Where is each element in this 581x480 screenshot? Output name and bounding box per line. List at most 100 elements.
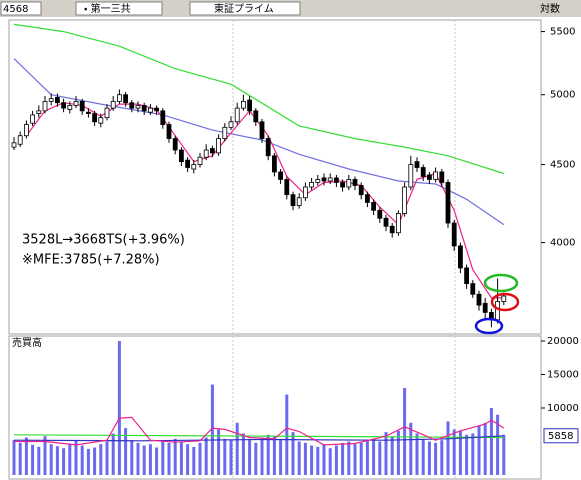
volume-bar	[186, 444, 190, 475]
candle-body	[86, 111, 91, 114]
volume-bar	[471, 433, 475, 475]
marks: 4000 4500 5000 5500 10000 15000 20000 5858	[11, 23, 579, 475]
volume-bar	[204, 437, 208, 475]
volume-bar	[117, 341, 121, 475]
candle-body	[141, 105, 147, 112]
candle-body	[98, 117, 104, 124]
candle-body	[346, 179, 352, 188]
candle-body	[11, 142, 17, 148]
volume-bar	[111, 433, 115, 475]
candle-body	[377, 209, 383, 219]
candle-body	[464, 267, 470, 285]
volume-bar	[99, 444, 103, 475]
volume-bar	[403, 387, 407, 475]
candle-body	[426, 174, 432, 180]
volume-bar	[353, 444, 357, 475]
volume-bar	[372, 438, 376, 475]
volume-bar	[124, 428, 128, 475]
candle-body	[476, 293, 482, 306]
volume-bar	[279, 440, 283, 475]
volume-bar	[347, 441, 351, 475]
volume-bar	[248, 438, 252, 475]
volume-bar	[43, 436, 47, 475]
volume-bar	[74, 440, 78, 475]
volume-bar	[12, 440, 16, 475]
volume-bar	[254, 442, 258, 475]
volume-bar	[477, 425, 481, 475]
volume-bar	[489, 408, 493, 475]
volume-bar	[49, 444, 53, 475]
volume-bar	[328, 448, 332, 475]
market-box	[189, 1, 301, 16]
stock-code: 4568	[3, 4, 28, 15]
candle-body	[495, 301, 501, 321]
candle-body	[110, 100, 116, 109]
volume-bar	[359, 442, 363, 475]
candle-body	[284, 179, 290, 196]
candle-body	[73, 100, 79, 106]
moving-average	[13, 434, 504, 439]
candle-body	[414, 161, 420, 168]
candle-body	[420, 167, 426, 177]
y-tick-label: 4500	[550, 160, 575, 171]
candle-body	[92, 113, 97, 123]
candle-body	[191, 164, 197, 170]
volume-bar	[483, 422, 487, 475]
candle-body	[17, 135, 23, 145]
candle-body	[203, 149, 209, 158]
candle-body	[36, 110, 42, 114]
volume-bar	[198, 442, 202, 475]
volume-bar	[365, 440, 369, 475]
highlight-circle	[483, 273, 519, 293]
candle-body	[271, 155, 277, 173]
volume-bar	[68, 443, 72, 475]
y-tick-label: 15000	[547, 370, 579, 381]
volume-bar	[55, 446, 59, 475]
volume-bar	[142, 445, 146, 475]
volume-bar	[409, 422, 413, 475]
volume-bar	[396, 430, 400, 475]
candle-body	[265, 138, 271, 157]
volume-bar	[223, 438, 227, 475]
market: 東証プライム	[214, 2, 274, 15]
candle-body	[389, 225, 395, 234]
volume-bar	[297, 441, 301, 475]
candle-body	[433, 171, 439, 180]
candle-body	[259, 121, 265, 139]
candle-body	[302, 186, 308, 199]
candle-body	[172, 138, 178, 151]
volume-bar	[266, 434, 270, 475]
volume-bar	[130, 440, 134, 475]
code-box	[0, 1, 42, 16]
volume-bar	[427, 441, 431, 475]
candle-body	[160, 110, 166, 125]
candle-body	[327, 177, 333, 182]
candle-body	[104, 107, 110, 119]
candle-body	[55, 96, 60, 104]
volume-bar	[173, 438, 177, 475]
volume-bar	[390, 436, 394, 475]
volume-bar	[31, 444, 35, 475]
volume-bar	[465, 434, 469, 475]
volume-bar	[80, 445, 84, 475]
candle-body	[209, 148, 215, 154]
volume-bar	[334, 445, 338, 475]
candle-body	[178, 149, 184, 163]
candle-body	[117, 94, 122, 102]
volume-frame	[8, 335, 542, 480]
volume-bar	[291, 432, 295, 475]
volume-bar	[37, 446, 41, 475]
volume-bar	[260, 437, 264, 475]
annotation: ※MFE:3785(+7.28%)	[22, 253, 160, 268]
volume-bar	[378, 441, 382, 475]
candle-body	[439, 171, 445, 183]
highlight-circle	[474, 317, 504, 335]
candle-body	[352, 179, 358, 186]
candle-body	[48, 98, 54, 102]
candle-body	[30, 114, 36, 124]
moving-average	[13, 435, 504, 442]
volume-bar	[316, 446, 320, 475]
